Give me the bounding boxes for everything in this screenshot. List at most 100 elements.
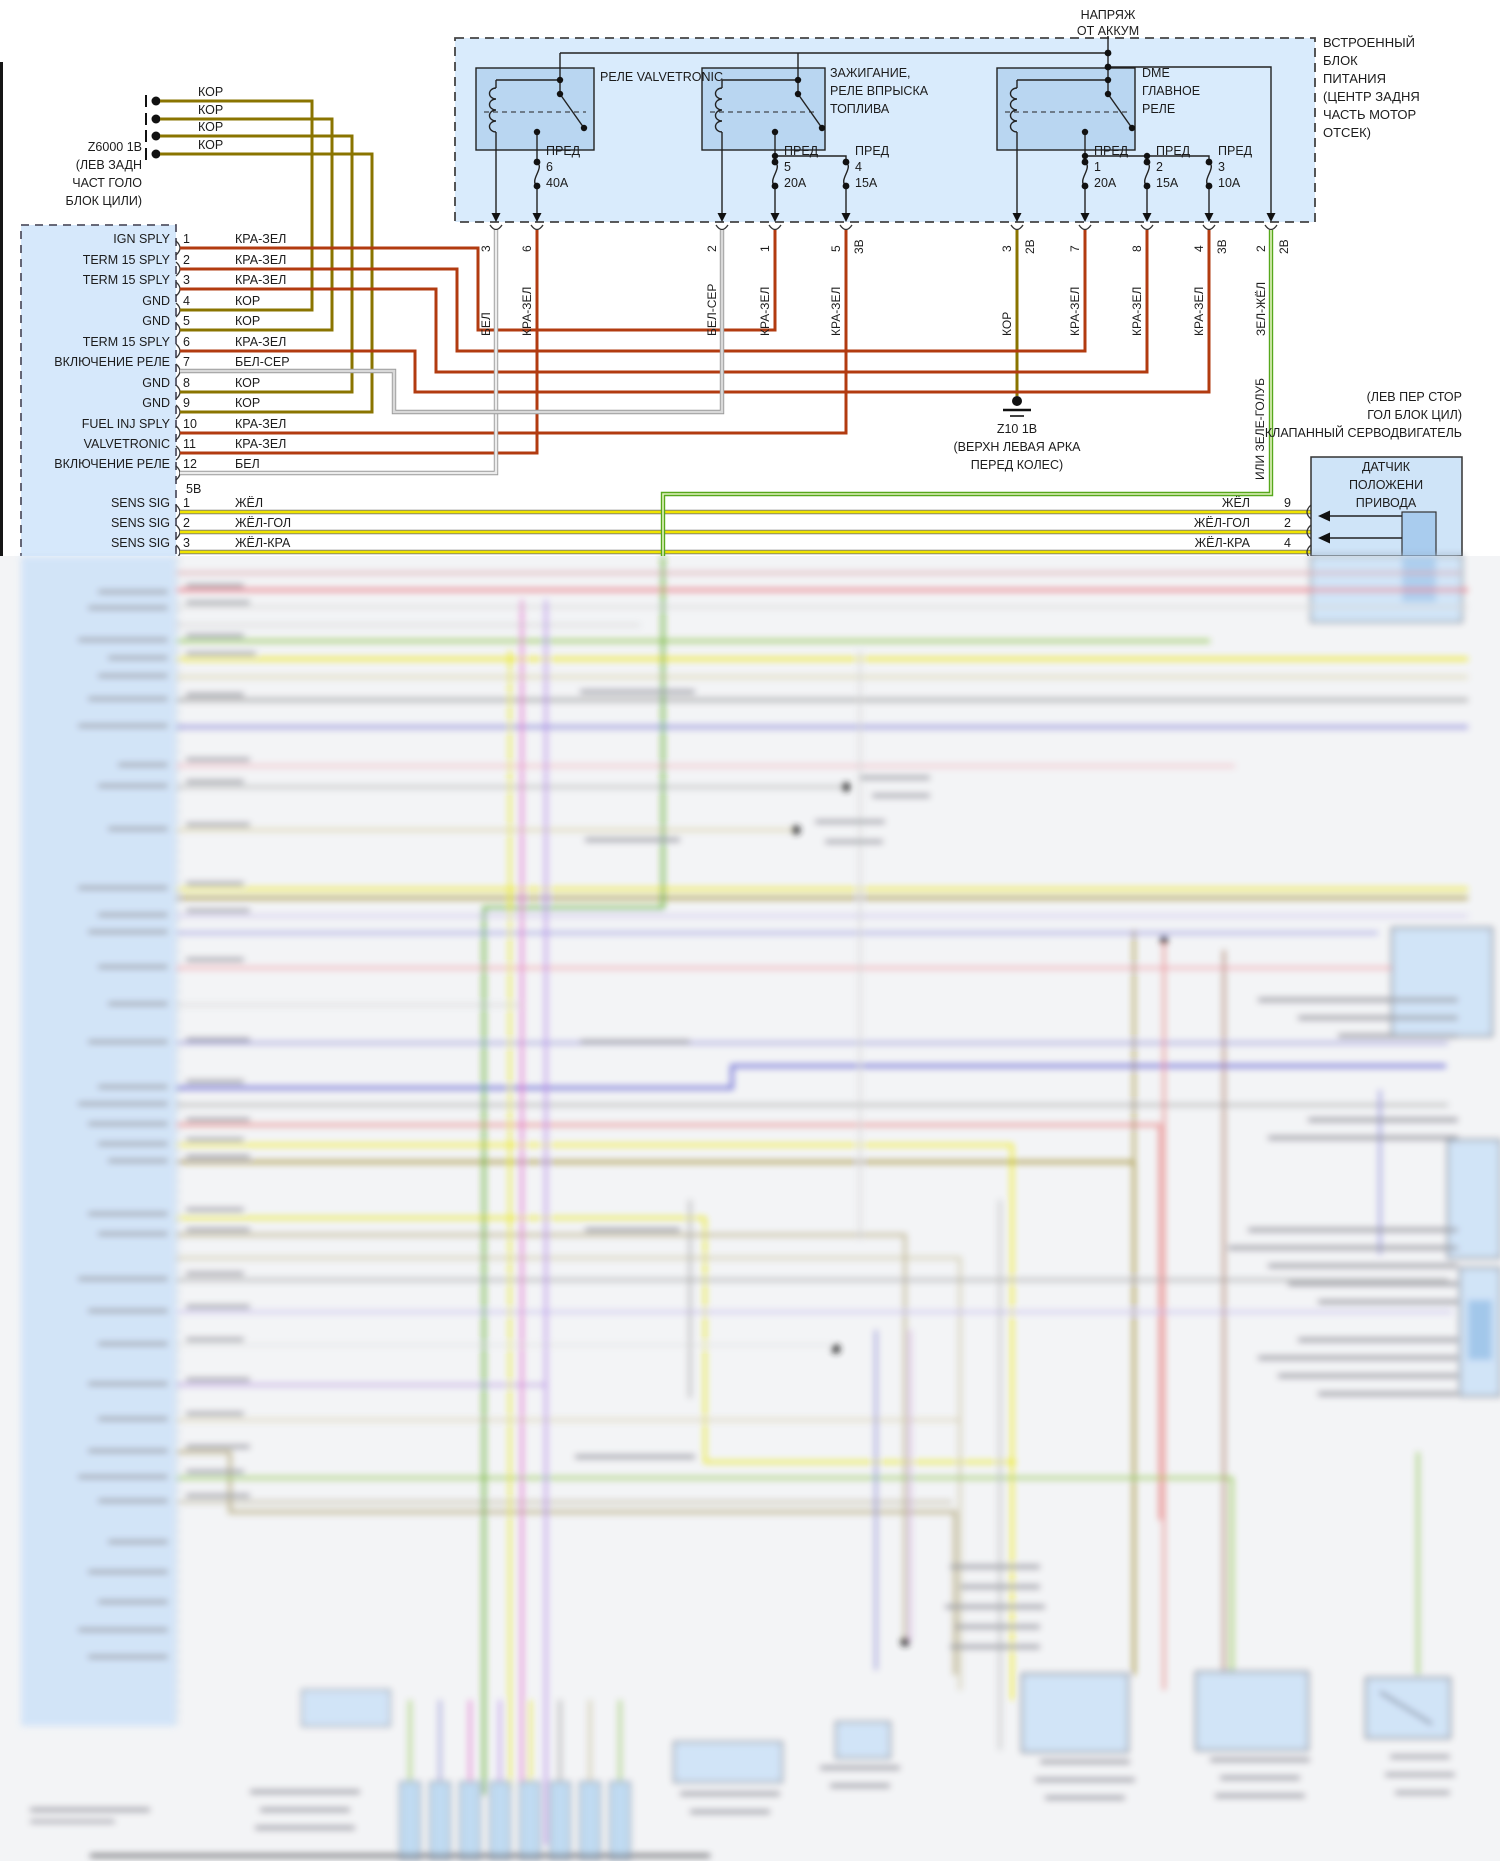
z6000-label: ЧАСТ ГОЛО [72,176,142,190]
power-module-title: ВСТРОЕННЫЙ [1323,35,1415,50]
sensor-arrowheads [1318,510,1330,544]
dme-pin-number: 7 [183,355,190,369]
sens-pin-number: 3 [183,536,190,550]
dme-pin-number: 4 [183,294,190,308]
dme-pin-wire-color: КОР [235,294,261,308]
sens-wire-color: ЖЁЛ [235,496,264,510]
fuse-amps: 40А [546,176,569,190]
box-exit-arrows [491,213,1276,222]
wire-column-color: КРА-ЗЕЛ [758,286,772,336]
servomotor-location: (ЛЕВ ПЕР СТОР [1366,390,1462,404]
z10-label: Z10 1В [996,422,1038,436]
dme-pin-number: 3 [183,273,190,287]
dme-pin-function: TERM 15 SPLY [82,335,170,349]
z6000-label: (ЛЕВ ЗАДН [75,158,142,172]
wires-yellow [180,509,1311,555]
dme-pin-wire-color: КРА-ЗЕЛ [235,253,287,267]
dme-pin-number: 9 [183,396,190,410]
z10-label: (ВЕРХН ЛЕВАЯ АРКА [953,440,1081,454]
dme-pin-function: TERM 15 SPLY [82,273,170,287]
sensor-wire-color: ЖЁЛ-ГОЛ [1193,516,1250,530]
kor-wire-label: КОР [198,85,224,99]
dme-pin-wire-color: КРА-ЗЕЛ [235,417,287,431]
fuse-number: 4 [855,160,862,174]
wire-green-yellow [660,230,1274,556]
fuse-number: 1 [1094,160,1101,174]
sens-sig-function: SENS SIG [110,496,170,510]
wires-white [180,230,725,476]
wire-column-tag: 3В [852,239,866,254]
relay-ignition-label: РЕЛЕ ВПРЫСКА [830,84,929,98]
fuse-amps: 15А [1156,176,1179,190]
dme-pin-function: ВКЛЮЧЕНИЕ РЕЛЕ [54,457,170,471]
supply-5v-label: 5В [186,482,202,496]
dme-pin-function: TERM 15 SPLY [82,253,170,267]
sensor-pin-number: 2 [1284,516,1291,530]
circuit-lines [484,36,1272,218]
wire-column-color: КРА-ЗЕЛ [520,286,534,336]
dme-pin-function: GND [142,396,170,410]
z6000-label: БЛОК ЦИЛИ) [65,194,142,208]
kor-wire-label: КОР [198,120,224,134]
kor-wire-label: КОР [198,103,224,117]
dme-pin-number: 5 [183,314,190,328]
relay-dme-label: ГЛАВНОЕ [1142,84,1201,98]
relay-boxes [475,67,1136,151]
sens-pin-number: 1 [183,496,190,510]
z6000-label: Z6000 1В [87,140,142,154]
power-module-title: БЛОК [1323,53,1358,68]
wire-column-pin: 6 [520,245,534,252]
relay-ignition-label: ТОПЛИВА [830,102,890,116]
dme-pin-function: FUEL INJ SPLY [81,417,170,431]
dme-pin-function: VALVETRONIC [83,437,170,451]
wire-column-tag: 2В [1023,239,1037,254]
dme-pin-wire-color: КОР [235,376,261,390]
fuse-amps: 20А [1094,176,1117,190]
wire-column-pin: 4 [1192,245,1206,252]
wire-column-color: БЕЛ-СЕР [705,283,719,336]
wire-column-color: КРА-ЗЕЛ [1068,286,1082,336]
junction-dots [533,49,1213,190]
sens-sig-function: SENS SIG [110,536,170,550]
dme-pin-wire-color: КОР [235,396,261,410]
fuse-number: 5 [784,160,791,174]
dme-pin-wire-color: КРА-ЗЕЛ [235,437,287,451]
dme-pin-function: GND [142,376,170,390]
servomotor-location: КЛАПАННЫЙ СЕРВОДВИГАТЕЛЬ [1264,426,1462,440]
dme-pin-number: 8 [183,376,190,390]
dme-pin-wire-color: БЕЛ-СЕР [235,355,290,369]
wire-column-color: КРА-ЗЕЛ [1130,286,1144,336]
dme-pin-number: 10 [183,417,197,431]
fuse-label: ПРЕД [1156,144,1191,158]
battery-voltage-label: НАПРЯЖ [1080,8,1136,22]
wire-column-pin: 3 [479,245,493,252]
dme-pin-function: GND [142,294,170,308]
power-module-title: (ЦЕНТР ЗАДНЯ [1323,89,1420,104]
wire-column-pin: 2 [705,245,719,252]
wire-column-pin: 5 [829,245,843,252]
fuse-number: 2 [1156,160,1163,174]
dme-pin-number: 12 [183,457,197,471]
wire-column-tag: 3В [1215,239,1229,254]
wire-column-pin: 8 [1130,245,1144,252]
dme-pin-wire-color: КРА-ЗЕЛ [235,335,287,349]
power-module-title: ОТСЕК) [1323,125,1372,140]
relay-dme-label: DME [1142,66,1170,80]
fuse-label: ПРЕД [784,144,819,158]
fuse-number: 6 [546,160,553,174]
sens-wire-color: ЖЁЛ-КРА [235,536,291,550]
dme-pin-wire-color: КОР [235,314,261,328]
z10-ground-symbol [1003,396,1031,417]
wire-column-pin: 2 [1254,245,1268,252]
dme-pin-wire-color: БЕЛ [235,457,260,471]
wire-column-color: ЗЕЛ-ЖЁЛ [1254,281,1268,336]
fuse-amps: 20А [784,176,807,190]
dme-pin-number: 6 [183,335,190,349]
fuse-label: ПРЕД [855,144,890,158]
dme-pin-number: 11 [183,437,196,451]
sensor-pin-number: 9 [1284,496,1291,510]
battery-voltage-label: ОТ АККУМ [1076,24,1140,38]
fuse-label: ПРЕД [1218,144,1253,158]
